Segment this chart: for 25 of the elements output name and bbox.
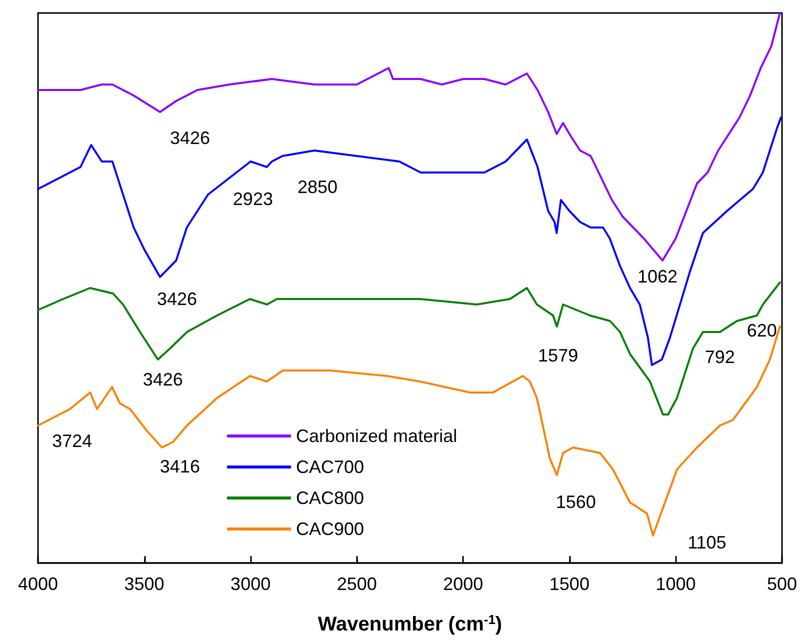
- annotation: 1062: [638, 266, 678, 286]
- legend-label: CAC800: [296, 488, 364, 508]
- annotation: 2923: [232, 189, 273, 209]
- annotation: 3724: [52, 431, 92, 451]
- annotation: 1560: [556, 492, 596, 512]
- x-tick-label: 4000: [18, 574, 58, 594]
- annotation: 3426: [142, 370, 183, 390]
- annotation: 792: [704, 347, 735, 367]
- legend-label: Carbonized material: [296, 426, 458, 446]
- annotation: 620: [746, 320, 777, 340]
- x-tick-label: 2000: [443, 574, 484, 594]
- annotation: 3426: [170, 128, 210, 148]
- x-tick-label: 2500: [336, 574, 377, 594]
- x-tick-label: 3000: [230, 574, 271, 594]
- annotation: 1105: [688, 532, 726, 552]
- annotation: 3416: [160, 456, 200, 476]
- legend-label: CAC700: [296, 457, 364, 477]
- x-tick-label: 1000: [656, 574, 696, 594]
- annotation: 2850: [297, 177, 338, 197]
- x-tick-label: 3500: [124, 574, 164, 594]
- legend-label: CAC900: [296, 519, 364, 539]
- x-tick-label: 1500: [549, 574, 590, 594]
- x-tick-label: 500: [766, 574, 798, 594]
- annotation: 1579: [538, 346, 578, 366]
- annotation: 3426: [156, 289, 198, 309]
